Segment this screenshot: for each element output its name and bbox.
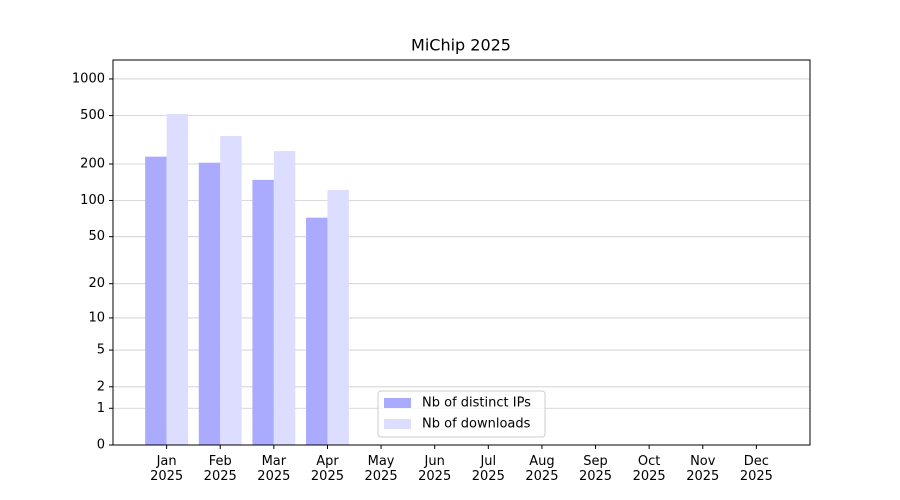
y-tick-label: 500 [80, 108, 105, 123]
bar [198, 162, 221, 445]
y-tick-label: 20 [88, 276, 105, 291]
x-tick-label: Jan 2025 [150, 454, 184, 484]
y-tick-label: 50 [88, 229, 105, 244]
legend: Nb of distinct IPs Nb of downloads [377, 390, 546, 438]
y-tick-label: 10 [88, 310, 105, 325]
x-tick-label: Aug 2025 [525, 454, 559, 484]
chart-title: MiChip 2025 [411, 36, 511, 55]
bar [327, 190, 349, 445]
legend-label: Nb of distinct IPs [422, 396, 531, 411]
y-tick-label: 1000 [72, 71, 105, 86]
x-tick-label: Dec 2025 [739, 454, 773, 484]
x-tick-label: Jul 2025 [471, 454, 505, 484]
x-tick-label: Nov 2025 [686, 454, 720, 484]
bar [166, 114, 189, 445]
y-tick-label: 2 [97, 379, 105, 394]
legend-label: Nb of downloads [422, 417, 531, 432]
plot-frame [112, 59, 811, 446]
x-tick-label: Sep 2025 [578, 454, 613, 484]
y-tick-label: 0 [97, 438, 105, 453]
bar [145, 156, 167, 445]
x-tick-label: Feb 2025 [203, 454, 237, 484]
y-tick-label: 100 [80, 193, 105, 208]
y-tick-label: 200 [80, 157, 105, 172]
x-tick-label: Oct 2025 [632, 454, 666, 484]
y-tick-label: 5 [97, 343, 105, 358]
x-tick-label: Jun 2025 [418, 454, 452, 484]
legend-swatch [384, 398, 411, 408]
bar [306, 217, 328, 445]
bar [252, 179, 274, 445]
legend-swatch [384, 419, 411, 429]
bar [273, 150, 296, 446]
y-tick-label: 1 [97, 401, 105, 416]
legend-box [377, 390, 546, 438]
x-tick-label: Mar 2025 [257, 454, 291, 484]
x-tick-label: May 2025 [364, 454, 398, 484]
bar [220, 135, 242, 445]
x-tick-label: Apr 2025 [310, 454, 344, 484]
